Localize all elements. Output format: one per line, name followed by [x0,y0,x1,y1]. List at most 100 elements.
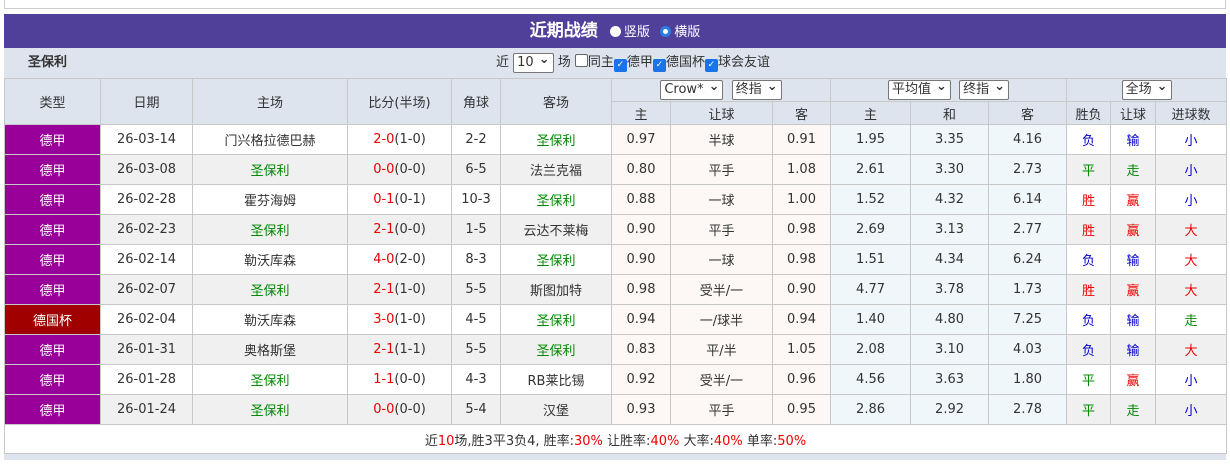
horizontal-label: 横版 [674,25,701,40]
home-team[interactable]: 奥格斯堡 [192,334,348,365]
away-team[interactable]: 圣保利 [500,184,612,215]
match-date: 26-03-08 [100,154,193,185]
full-score[interactable]: 0-1 [373,192,395,207]
filter-checkbox-3[interactable]: ✓ [704,59,718,72]
team-name: 圣保利 [28,55,68,70]
period-select[interactable]: 全场 [1121,80,1172,100]
league-badge[interactable]: 德甲 [4,274,101,305]
league-badge[interactable]: 德甲 [4,154,101,185]
league-badge[interactable]: 德国杯 [4,304,101,335]
asian-mode-select[interactable]: 终指 [731,80,782,100]
league-badge[interactable]: 德甲 [4,244,101,275]
goals-result: 小 [1155,394,1228,425]
goals-result: 大 [1155,334,1228,365]
league-badge[interactable]: 德甲 [4,214,101,245]
euro-home-odds: 1.95 [830,124,912,155]
away-team[interactable]: 圣保利 [500,304,612,335]
filter-checkbox-2[interactable]: ✓ [652,59,666,72]
away-team[interactable]: 圣保利 [500,244,612,275]
home-team[interactable]: 圣保利 [192,274,348,305]
filter-label: 球会友谊 [717,55,770,70]
filter-label: 同主 [587,55,614,70]
league-badge[interactable]: 德甲 [4,334,101,365]
summary-part: 让胜率: [602,433,651,449]
full-score[interactable]: 1-1 [373,372,395,387]
home-team[interactable]: 圣保利 [192,364,348,395]
col-corner: 角球 [451,78,501,125]
euro-away-odds: 7.25 [988,304,1068,335]
away-team[interactable]: RB莱比锡 [500,364,612,395]
col-type: 类型 [4,78,101,125]
half-score: (1-0) [394,282,426,297]
full-score[interactable]: 3-0 [373,312,395,327]
home-team[interactable]: 圣保利 [192,214,348,245]
euro-away-odds: 4.03 [988,334,1068,365]
league-badge[interactable]: 德甲 [4,184,101,215]
filter-label: 德国杯 [665,55,705,70]
half-score: (1-0) [394,312,426,327]
full-score[interactable]: 2-0 [373,132,395,147]
score-cell: 2-1(1-0) [347,274,452,305]
home-team[interactable]: 门兴格拉德巴赫 [192,124,348,155]
company-select[interactable]: Crow* [660,80,724,100]
vertical-radio[interactable] [609,26,621,37]
handicap-result: 赢 [1110,274,1157,305]
match-table: 类型 日期 主场 比分(半场) 角球 客场 Crow* 终指 平均值 终指 全场… [3,78,1228,454]
filter-bar: 圣保利 近 10 场 同主✓德甲✓德国杯✓球会友谊 [4,48,1226,78]
handicap-result: 走 [1110,394,1157,425]
euro-draw-odds: 3.35 [910,124,990,155]
handicap-result: 输 [1110,124,1157,155]
away-team[interactable]: 圣保利 [500,124,612,155]
away-team[interactable]: 斯图加特 [500,274,612,305]
handicap-line: 一球 [670,184,773,215]
handicap-result: 输 [1110,304,1157,335]
asian-away-odds: 1.00 [771,184,832,215]
corner-score: 10-3 [451,184,501,215]
league-badge[interactable]: 德甲 [4,124,101,155]
col-euro-away: 客 [988,101,1068,125]
horizontal-radio[interactable] [660,26,672,37]
asian-home-odds: 0.88 [611,184,671,215]
asian-away-odds: 0.91 [771,124,832,155]
home-team[interactable]: 霍芬海姆 [192,184,348,215]
home-team[interactable]: 圣保利 [192,394,348,425]
away-team[interactable]: 圣保利 [500,334,612,365]
asian-home-odds: 0.90 [611,214,671,245]
away-team[interactable]: 法兰克福 [500,154,612,185]
recent-record-panel: 近期战绩 竖版 横版 圣保利 近 10 场 同主✓德甲✓德国杯✓球会友谊 类型 … [3,14,1228,460]
count-select[interactable]: 10 [513,52,554,73]
full-score[interactable]: 0-0 [373,162,395,177]
league-badge[interactable]: 德甲 [4,364,101,395]
full-score[interactable]: 2-1 [373,222,395,237]
asian-away-odds: 0.90 [771,274,832,305]
euro-away-odds: 1.73 [988,274,1068,305]
score-cell: 2-0(1-0) [347,124,452,155]
period-selector: 全场 [1066,78,1228,102]
league-badge[interactable]: 德甲 [4,394,101,425]
col-score: 比分(半场) [347,78,452,125]
home-team[interactable]: 圣保利 [192,154,348,185]
filter-checkbox-0[interactable] [574,54,588,67]
euro-draw-odds: 3.10 [910,334,990,365]
euro-mode-select[interactable]: 终指 [959,80,1010,100]
away-team[interactable]: 云达不莱梅 [500,214,612,245]
home-team[interactable]: 勒沃库森 [192,244,348,275]
home-team[interactable]: 勒沃库森 [192,304,348,335]
asian-away-odds: 0.98 [771,244,832,275]
full-score[interactable]: 2-1 [373,342,395,357]
goals-result: 小 [1155,184,1228,215]
full-score[interactable]: 0-0 [373,402,395,417]
match-date: 26-02-23 [100,214,193,245]
filter-checkbox-1[interactable]: ✓ [613,59,627,72]
match-result: 胜 [1066,274,1112,305]
euro-draw-odds: 3.63 [910,364,990,395]
score-cell: 0-1(0-1) [347,184,452,215]
euro-company-select[interactable]: 平均值 [887,80,951,100]
full-score[interactable]: 2-1 [373,282,395,297]
handicap-line: 一/球半 [670,304,773,335]
handicap-line: 受半/一 [670,274,773,305]
corner-score: 5-5 [451,334,501,365]
full-score[interactable]: 4-0 [373,252,395,267]
asian-home-odds: 0.98 [611,274,671,305]
away-team[interactable]: 汉堡 [500,394,612,425]
